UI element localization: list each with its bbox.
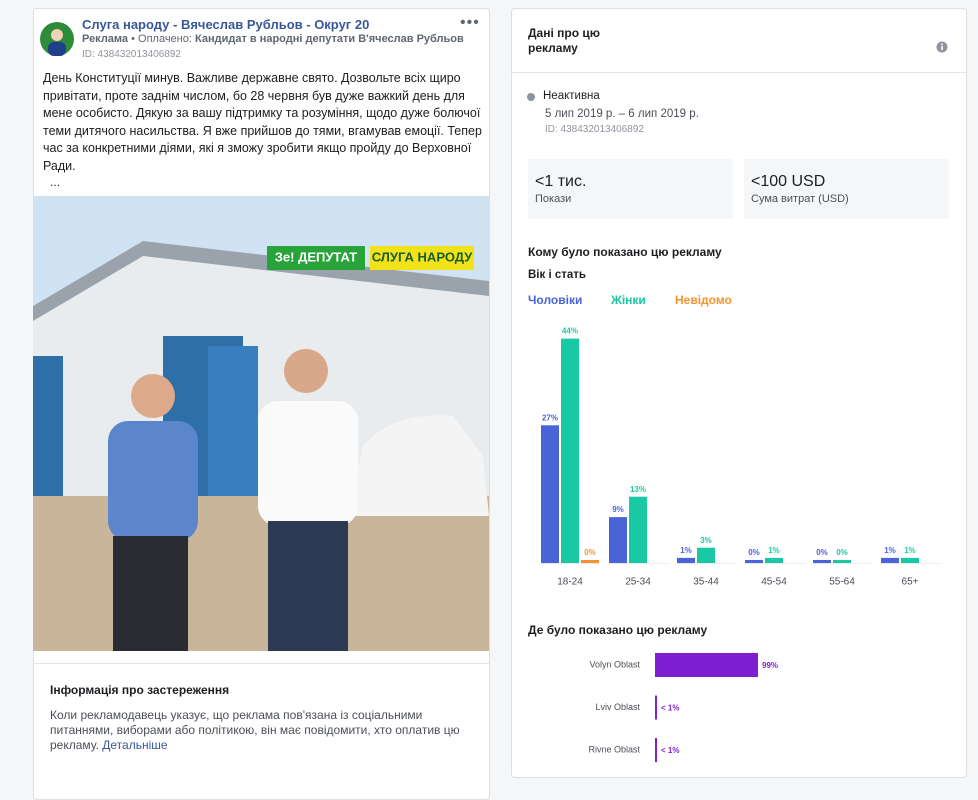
value-label: 3% bbox=[700, 536, 712, 545]
see-more[interactable]: ... bbox=[50, 175, 61, 189]
legend-item: Жінки bbox=[610, 293, 646, 307]
disclaimer: Коли рекламодавець указує, що реклама по… bbox=[50, 708, 460, 753]
x-tick-label: 25-34 bbox=[625, 577, 651, 588]
charts: Чоловіки Жінки Невідомо 18-24 27% 44% 0% 25-34 9… bbox=[528, 293, 941, 762]
bar bbox=[655, 738, 657, 762]
bar bbox=[655, 695, 657, 720]
dates: 5 лип 2019 р. – 6 лип 2019 р. bbox=[545, 108, 699, 120]
legend-item: Чоловіки bbox=[528, 293, 582, 307]
value-label: 0% bbox=[836, 548, 848, 557]
value-label: 0% bbox=[584, 548, 596, 557]
disclaimer-link[interactable]: Детальніше bbox=[102, 738, 168, 752]
value-label: 44% bbox=[562, 327, 578, 336]
bar bbox=[629, 496, 647, 563]
value-label: 27% bbox=[542, 413, 558, 422]
stat-box bbox=[744, 159, 949, 219]
bar bbox=[677, 557, 695, 563]
paid-by: Кандидат в народні депутати В'ячеслав Ру… bbox=[194, 33, 464, 45]
menu-dots[interactable]: ••• bbox=[460, 14, 480, 31]
region-label: Rivne Oblast bbox=[588, 744, 640, 754]
status-dot bbox=[527, 93, 535, 101]
value-label: 99% bbox=[762, 661, 778, 670]
value-label: < 1% bbox=[661, 746, 679, 755]
value-label: 1% bbox=[680, 546, 692, 555]
section-title: Кому було показано цю рекламу bbox=[528, 245, 722, 259]
bar bbox=[881, 557, 899, 563]
panel-card bbox=[511, 8, 967, 778]
bar bbox=[901, 557, 919, 563]
x-tick-label: 45-54 bbox=[761, 577, 787, 588]
bar bbox=[813, 560, 831, 563]
bar bbox=[561, 338, 579, 563]
bar bbox=[697, 547, 715, 563]
bar bbox=[541, 425, 559, 563]
impressions: <1 тис. bbox=[535, 173, 587, 190]
bar bbox=[609, 517, 627, 563]
divider bbox=[33, 663, 489, 664]
image-badge: Зе! ДЕПУТАТ bbox=[275, 249, 358, 264]
value-label: 1% bbox=[904, 546, 916, 555]
divider bbox=[511, 72, 966, 73]
value-label: < 1% bbox=[661, 704, 679, 713]
region-label: Volyn Oblast bbox=[589, 659, 640, 669]
x-tick-label: 35-44 bbox=[693, 577, 719, 588]
ad-label: Реклама bbox=[82, 33, 129, 45]
ad-id: ID: 438432013406892 bbox=[545, 124, 644, 135]
bar bbox=[745, 560, 763, 563]
disclaimer-title: Інформація про застереження bbox=[50, 683, 230, 697]
impressions-label: Покази bbox=[535, 193, 572, 205]
sponsor-line: Реклама • Оплачено: Кандидат в народні д… bbox=[82, 33, 464, 45]
disclaimer-text: Коли рекламодавець указує, що реклама по… bbox=[50, 708, 460, 752]
image-badge: СЛУГА НАРОДУ bbox=[372, 249, 473, 264]
post-image: Зе! ДЕПУТАТ СЛУГА НАРОДУ bbox=[33, 196, 489, 651]
value-label: 0% bbox=[748, 548, 760, 557]
region-label: Lviv Oblast bbox=[595, 702, 640, 712]
x-tick-label: 18-24 bbox=[557, 577, 583, 588]
bar bbox=[655, 653, 758, 677]
section-title: Де було показано цю рекламу bbox=[528, 623, 708, 637]
avatar bbox=[40, 22, 74, 56]
paid-prefix: • Оплачено: bbox=[131, 33, 192, 45]
page-name[interactable]: Слуга народу - Вячеслав Рубльов - Округ … bbox=[82, 17, 370, 32]
value-label: 1% bbox=[768, 546, 780, 555]
section-subtitle: Вік і стать bbox=[528, 269, 586, 281]
status: Неактивна bbox=[543, 90, 600, 102]
value-label: 1% bbox=[884, 546, 896, 555]
stat-box bbox=[528, 159, 733, 219]
post-text: День Конституції минув. Важливе державне… bbox=[43, 71, 482, 173]
bar bbox=[581, 560, 599, 563]
spend-label: Сума витрат (USD) bbox=[751, 193, 849, 205]
spend: <100 USD bbox=[751, 173, 826, 190]
value-label: 13% bbox=[630, 485, 646, 494]
bar bbox=[765, 557, 783, 563]
x-tick-label: 55-64 bbox=[829, 577, 855, 588]
panel-title: Дані про цю рекламу bbox=[528, 26, 601, 55]
bar bbox=[833, 560, 851, 563]
post-id: ID: 438432013406892 bbox=[82, 49, 181, 60]
page: Слуга народу - Вячеслав Рубльов - Округ … bbox=[33, 8, 967, 800]
legend-item: Невідомо bbox=[675, 293, 732, 307]
value-label: 9% bbox=[612, 505, 624, 514]
x-tick-label: 65+ bbox=[902, 577, 919, 588]
info-icon[interactable] bbox=[936, 41, 948, 53]
value-label: 0% bbox=[816, 548, 828, 557]
